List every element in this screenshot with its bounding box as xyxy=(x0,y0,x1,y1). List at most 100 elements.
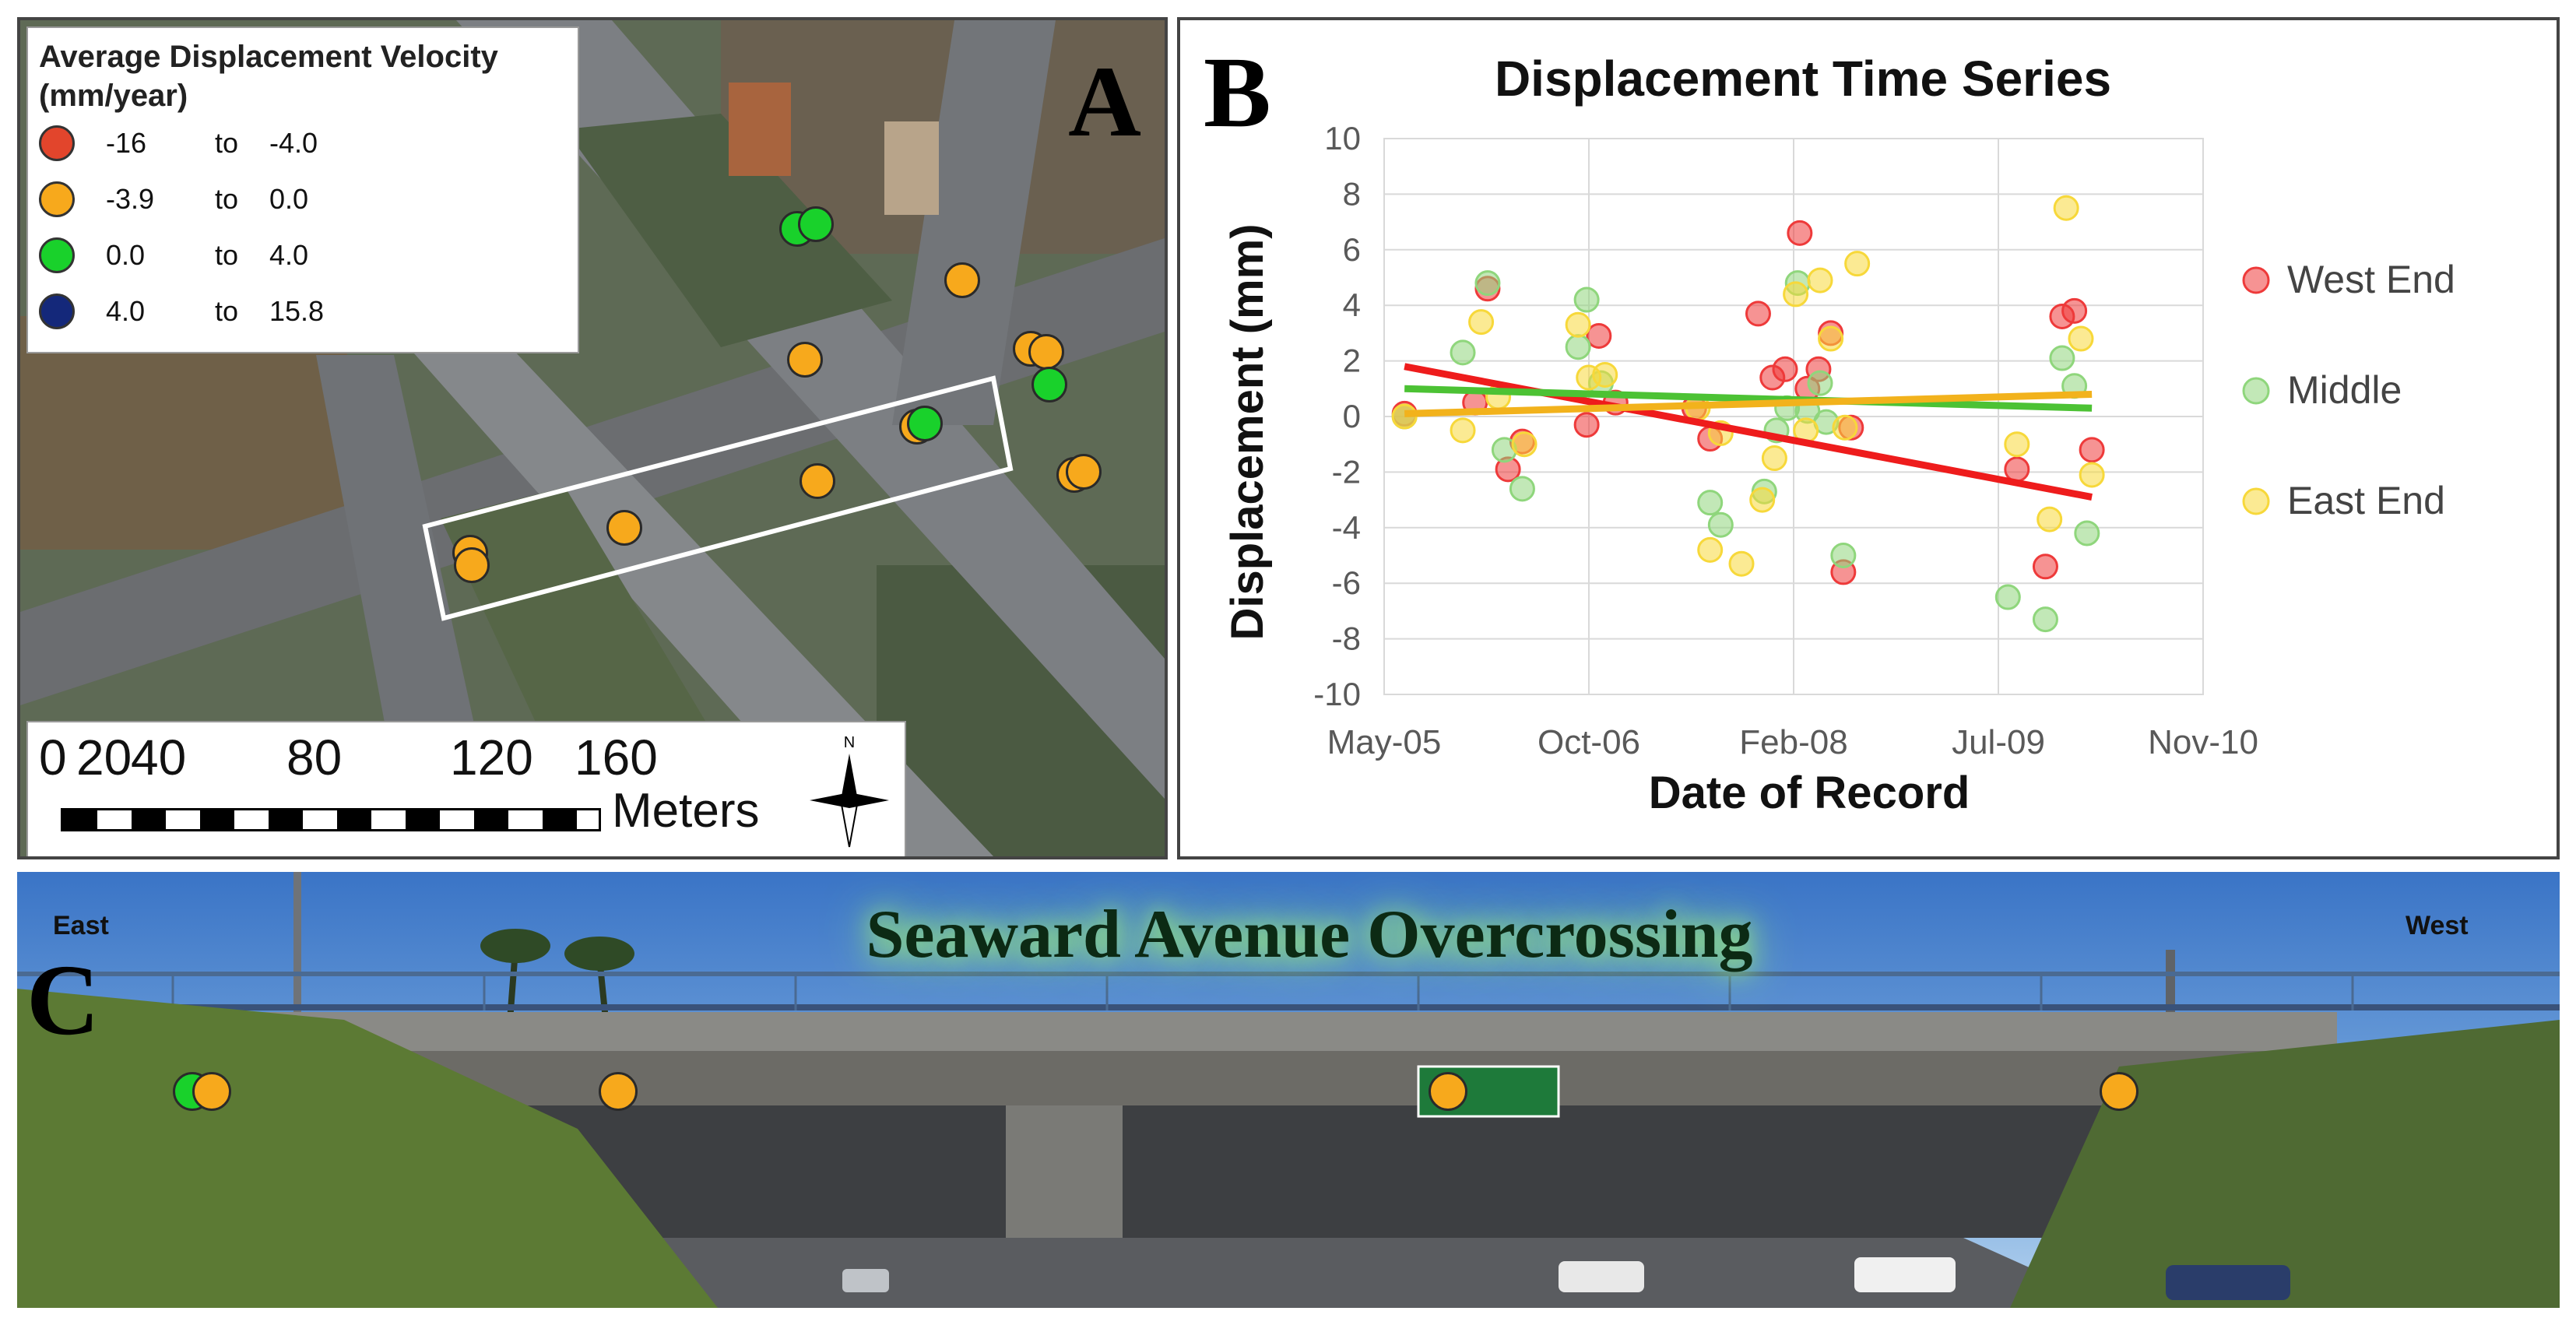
data-point-east-end xyxy=(1749,487,1776,513)
legend-range-from: -3.9 xyxy=(106,183,155,215)
legend-to-word: to xyxy=(215,183,239,215)
legend-marker xyxy=(2242,487,2270,515)
data-point-east-end xyxy=(1783,281,1809,308)
legend-row: -3.9 to 0.0 xyxy=(39,171,567,227)
label-west: West xyxy=(2406,911,2469,940)
legend-range-from: 4.0 xyxy=(106,295,146,327)
data-point-west-end xyxy=(2061,297,2088,324)
scale-tick-label: 40 xyxy=(131,729,187,786)
data-point-east-end xyxy=(1511,431,1538,458)
x-tick-label: May-05 xyxy=(1327,723,1442,761)
trendline-middle xyxy=(1404,385,2093,412)
legend-row: 4.0 to 15.8 xyxy=(39,283,567,339)
legend-swatch xyxy=(39,125,75,161)
legend-range-to: -4.0 xyxy=(269,127,318,159)
data-point-east-end xyxy=(1565,311,1591,338)
ps-marker xyxy=(800,463,835,499)
label-east: East xyxy=(53,911,109,940)
data-point-middle xyxy=(2074,520,2100,547)
panel-letter-b: B xyxy=(1204,37,1271,149)
data-point-west-end xyxy=(1787,220,1813,246)
y-tick-label: 0 xyxy=(1343,398,1361,434)
legend-classes: -16 to -4.0 -3.9 to 0.0 0.0 to 4.0 4.0 to 15.8 xyxy=(39,115,567,339)
data-point-east-end xyxy=(1807,267,1833,293)
data-point-middle xyxy=(1573,286,1600,313)
data-point-east-end xyxy=(2068,325,2094,352)
legend-row: 0.0 to 4.0 xyxy=(39,227,567,283)
x-tick-label: Feb-08 xyxy=(1739,723,1847,761)
data-point-west-end xyxy=(1586,322,1612,349)
y-tick-label: -10 xyxy=(1313,676,1361,712)
ps-marker xyxy=(1028,334,1064,370)
data-point-east-end xyxy=(1450,417,1476,444)
y-tick-label: 2 xyxy=(1343,343,1361,379)
y-tick-label: -8 xyxy=(1332,620,1361,657)
legend-swatch xyxy=(39,181,75,217)
legend-marker xyxy=(2242,377,2270,405)
ps-marker xyxy=(1066,454,1102,490)
data-point-middle xyxy=(1450,339,1476,366)
ps-marker xyxy=(787,342,823,378)
trendline-west-end xyxy=(1404,363,2093,501)
data-point-east-end xyxy=(2053,195,2079,221)
data-point-east-end xyxy=(1592,361,1618,388)
legend-swatch xyxy=(39,293,75,329)
ps-marker xyxy=(907,406,943,441)
legend-swatch xyxy=(39,237,75,273)
data-point-west-end xyxy=(1573,412,1600,438)
legend-to-word: to xyxy=(215,127,239,159)
x-tick-label: Nov-10 xyxy=(2148,723,2258,761)
aerial-map xyxy=(20,20,1165,856)
data-point-west-end xyxy=(2032,554,2058,580)
data-point-east-end xyxy=(1818,325,1844,352)
map-panel: Average Displacement Velocity (mm/year) … xyxy=(17,17,1168,859)
legend-marker xyxy=(2242,266,2270,294)
data-point-east-end xyxy=(1761,445,1787,472)
data-point-west-end xyxy=(1745,300,1771,327)
ps-marker xyxy=(2100,1072,2138,1111)
ps-marker xyxy=(454,547,490,583)
y-tick-label: 8 xyxy=(1343,175,1361,212)
legend-label: Middle xyxy=(2287,368,2402,412)
x-tick-label: Oct-06 xyxy=(1538,723,1640,761)
legend-range-from: 0.0 xyxy=(106,239,146,271)
legend-range-from: -16 xyxy=(106,127,147,159)
ps-marker xyxy=(599,1072,638,1111)
ps-marker xyxy=(606,510,642,546)
north-arrow-icon: N xyxy=(810,734,889,848)
data-point-middle xyxy=(1707,511,1734,538)
data-point-middle xyxy=(1830,543,1857,568)
legend-to-word: to xyxy=(215,239,239,271)
data-point-east-end xyxy=(1844,251,1871,277)
scale-tick-label: 160 xyxy=(575,729,658,786)
x-tick-label: Jul-09 xyxy=(1952,723,2045,761)
legend-label: East End xyxy=(2287,479,2445,522)
scale-units: Meters xyxy=(612,784,760,838)
y-tick-label: 6 xyxy=(1343,231,1361,268)
scale-tick-label: 20 xyxy=(76,729,132,786)
legend-range-to: 15.8 xyxy=(269,295,325,327)
scale-bar: 0 20 40 80 120 160 Meters N xyxy=(26,721,906,856)
data-point-middle xyxy=(1697,490,1724,516)
data-point-east-end xyxy=(1728,550,1755,577)
scale-tick-label: 0 xyxy=(39,729,67,786)
scale-tick-label: 80 xyxy=(286,729,343,786)
north-label: N xyxy=(844,734,855,751)
y-axis-label: Displacement (mm) xyxy=(1222,223,1273,640)
legend-range-to: 0.0 xyxy=(269,183,309,215)
map-legend: Average Displacement Velocity (mm/year) … xyxy=(26,26,579,353)
y-tick-label: 4 xyxy=(1343,286,1361,323)
overcrossing-photo xyxy=(17,872,2560,1308)
data-point-east-end xyxy=(1468,309,1495,336)
y-tick-label: 10 xyxy=(1324,120,1361,156)
data-point-middle xyxy=(1807,370,1833,396)
ps-marker xyxy=(1031,367,1067,402)
data-point-east-end xyxy=(2037,506,2063,532)
data-point-east-end xyxy=(2004,431,2030,458)
legend-title: Average Displacement Velocity (mm/year) xyxy=(39,40,498,113)
data-point-middle xyxy=(2032,606,2058,633)
data-point-middle xyxy=(1565,334,1591,360)
legend-label: West End xyxy=(2287,258,2455,301)
data-point-west-end xyxy=(1772,356,1798,382)
data-point-middle xyxy=(2049,345,2075,371)
